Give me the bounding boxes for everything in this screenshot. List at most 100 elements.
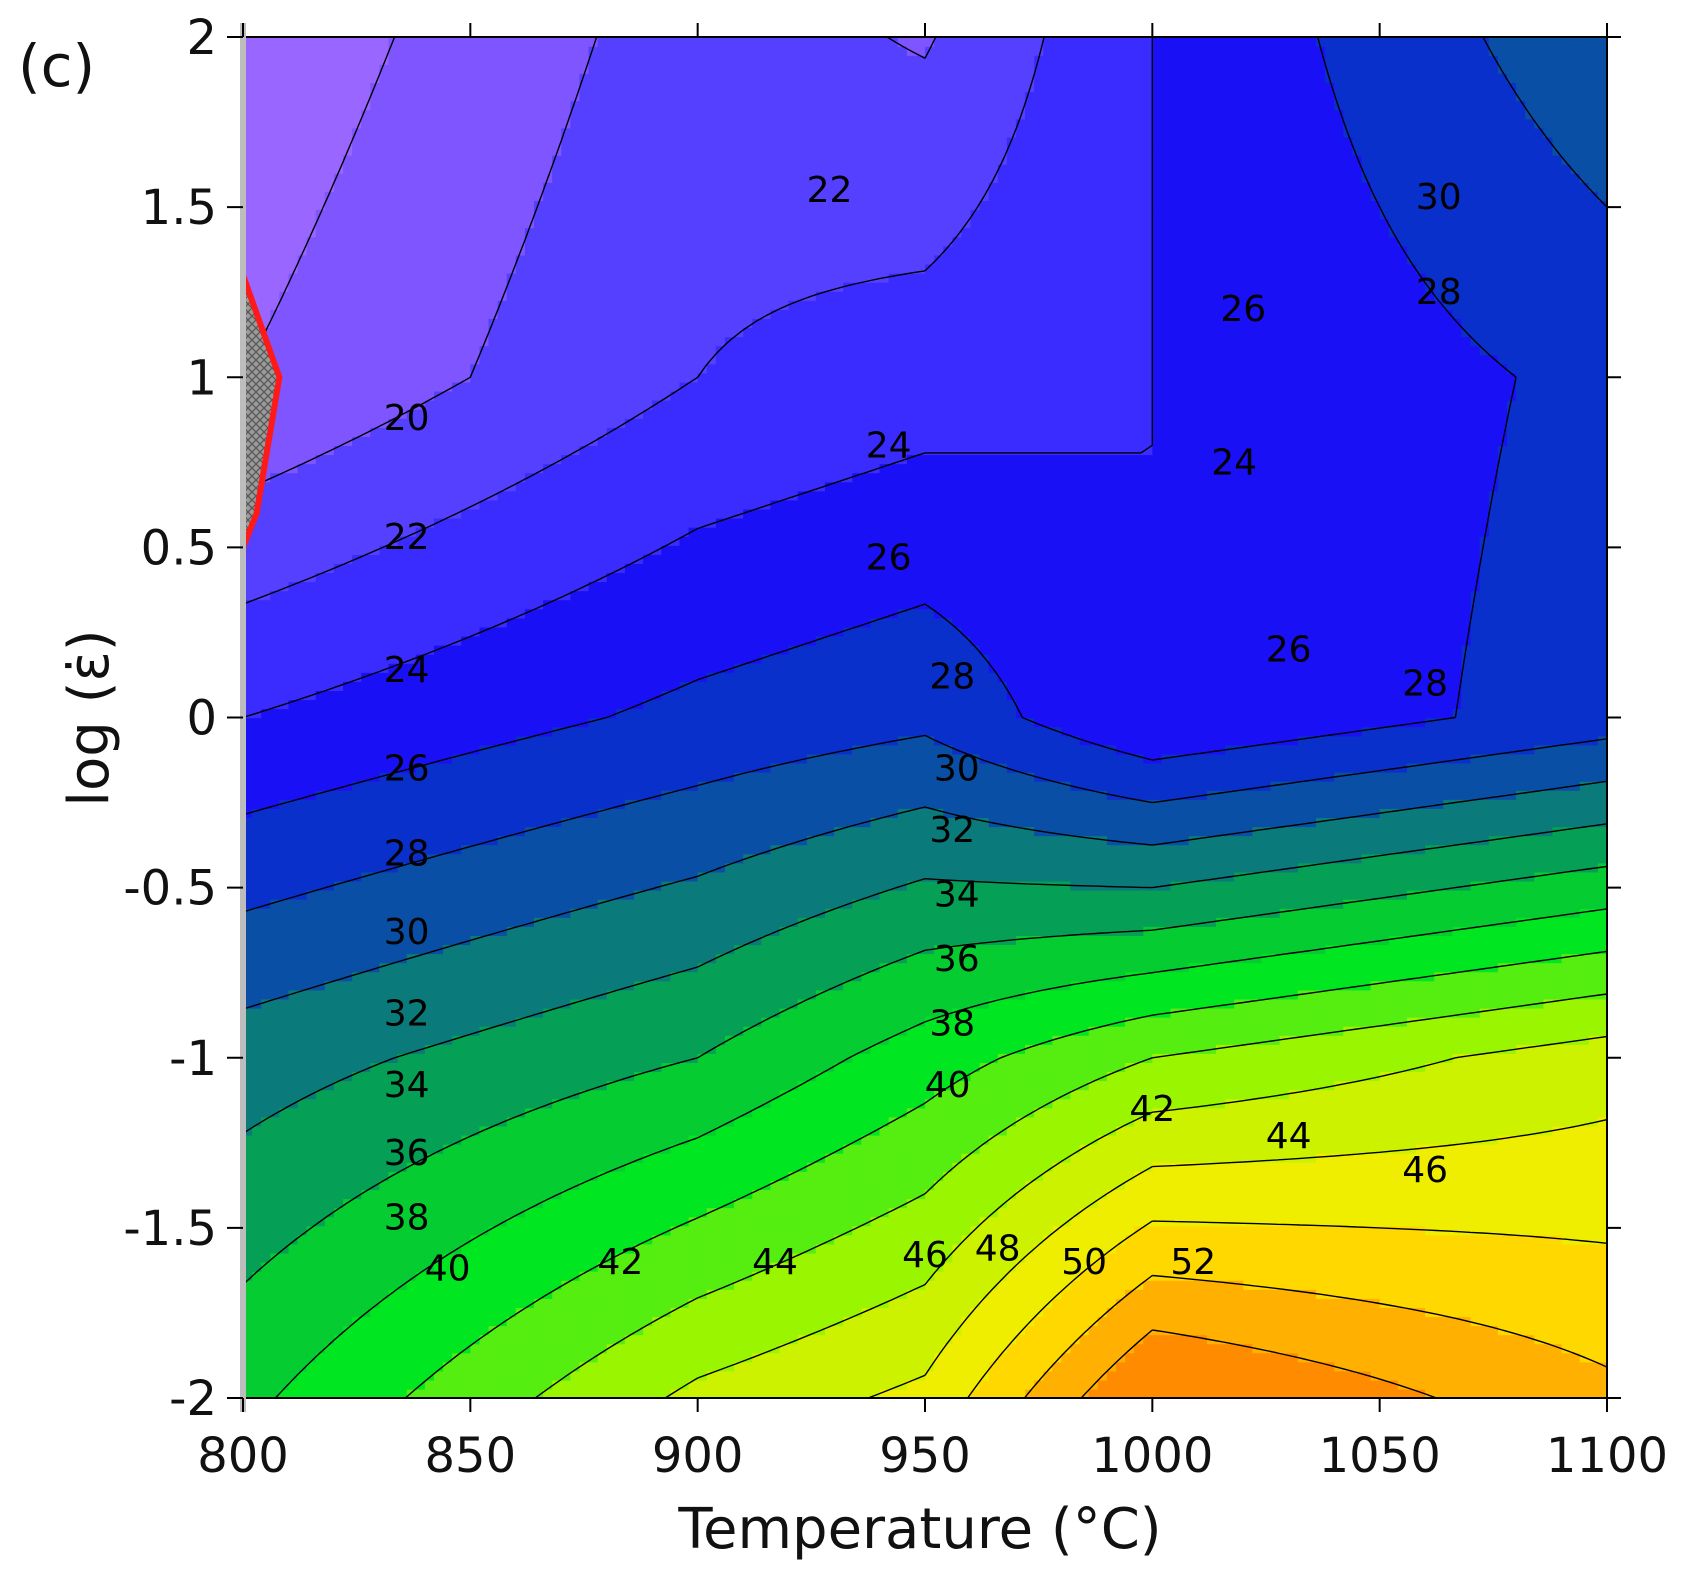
contour-fill-cell	[1261, 1261, 1272, 1272]
contour-fill-cell	[1543, 1098, 1554, 1109]
contour-fill-cell	[779, 1207, 790, 1218]
contour-fill-cell	[1443, 1162, 1454, 1172]
contour-fill-cell	[1379, 1134, 1390, 1145]
contour-fill-cell	[1106, 1388, 1117, 1398]
contour-fill-cell	[1452, 1352, 1463, 1363]
contour-fill-cell	[1516, 1289, 1526, 1299]
contour-fill-cell	[243, 1225, 253, 1236]
contour-fill-cell	[297, 1234, 308, 1245]
contour-fill-cell	[1497, 1243, 1508, 1254]
contour-fill-cell	[1134, 1143, 1144, 1154]
contour-fill-cell	[688, 1207, 699, 1218]
contour-fill-cell	[734, 1252, 744, 1263]
contour-fill-cell	[1443, 1352, 1454, 1363]
contour-fill-cell	[306, 1261, 317, 1272]
contour-fill-cell	[324, 1334, 335, 1345]
contour-fill-cell	[1579, 1370, 1590, 1381]
contour-fill-cell	[279, 1089, 290, 1100]
contour-fill-cell	[1416, 1216, 1426, 1227]
contour-fill-cell	[1225, 1334, 1235, 1345]
contour-fill-cell	[870, 1243, 881, 1254]
contour-fill-cell	[1352, 1352, 1363, 1363]
contour-fill-cell	[606, 1280, 617, 1290]
contour-fill-cell	[724, 1334, 735, 1345]
contour-fill-cell	[1025, 1307, 1035, 1318]
contour-fill-cell	[243, 1134, 253, 1145]
contour-fill-cell	[915, 1107, 926, 1118]
contour-fill-cell	[352, 1216, 362, 1227]
contour-fill-cell	[488, 1143, 499, 1154]
contour-fill-cell	[1488, 1307, 1499, 1318]
contour-fill-cell	[734, 1361, 744, 1372]
contour-fill-cell	[1570, 1379, 1581, 1390]
contour-fill-cell	[1588, 1270, 1599, 1281]
contour-fill-cell	[270, 1234, 281, 1245]
contour-fill-cell	[852, 1280, 863, 1290]
contour-fill-cell	[461, 1116, 472, 1127]
contour-fill-cell	[861, 1225, 872, 1236]
contour-fill-cell	[1379, 1361, 1390, 1372]
contour-fill-cell	[1070, 1125, 1081, 1136]
contour-fill-cell	[397, 1162, 408, 1172]
contour-fill-cell	[1516, 1153, 1526, 1163]
contour-fill-cell	[997, 1162, 1008, 1172]
contour-fill-cell	[406, 1134, 417, 1145]
contour-fill-cell	[597, 1089, 608, 1100]
contour-fill-cell	[261, 1388, 271, 1398]
contour-fill-cell	[1479, 1180, 1490, 1191]
contour-fill-cell	[879, 1325, 890, 1336]
contour-fill-cell	[761, 1153, 772, 1163]
contour-fill-cell	[1070, 1098, 1081, 1109]
contour-fill-cell	[397, 1334, 408, 1345]
contour-fill-cell	[1452, 1388, 1463, 1398]
contour-fill-cell	[1397, 1316, 1408, 1327]
contour-fill-cell	[1379, 1261, 1390, 1272]
contour-fill-cell	[588, 1370, 599, 1381]
contour-fill-cell	[1325, 1352, 1335, 1363]
contour-fill-cell	[443, 1143, 453, 1154]
contour-fill-cell	[897, 1370, 908, 1381]
contour-fill-cell	[561, 1116, 572, 1127]
contour-fill-cell	[843, 1343, 853, 1354]
contour-fill-cell	[552, 1243, 562, 1254]
contour-fill-cell	[670, 1107, 681, 1118]
contour-fill-cell	[743, 1153, 753, 1163]
contour-fill-cell	[1497, 1370, 1508, 1381]
contour-fill-cell	[497, 1216, 508, 1227]
contour-fill-cell	[424, 1289, 435, 1299]
contour-fill-cell	[1570, 1316, 1581, 1327]
contour-fill-cell	[306, 1270, 317, 1281]
contour-fill-cell	[1115, 1125, 1126, 1136]
contour-fill-cell	[1188, 1153, 1199, 1163]
contour-fill-cell	[788, 1243, 799, 1254]
contour-fill-cell	[461, 1252, 472, 1263]
contour-fill-cell	[1134, 1180, 1144, 1191]
contour-fill-cell	[1088, 1216, 1099, 1227]
contour-fill-cell	[752, 1325, 763, 1336]
contour-fill-cell	[734, 1180, 744, 1191]
contour-fill-cell	[843, 1388, 853, 1398]
contour-fill-cell	[1279, 1207, 1290, 1218]
contour-fill-cell	[1043, 1270, 1053, 1281]
contour-fill-cell	[588, 1379, 599, 1390]
contour-fill-cell	[770, 1234, 781, 1245]
contour-fill-cell	[433, 1343, 444, 1354]
contour-fill-cell	[461, 1207, 472, 1218]
contour-fill-cell	[1370, 1207, 1381, 1218]
contour-fill-cell	[1088, 1243, 1099, 1254]
contour-fill-cell	[488, 1107, 499, 1118]
contour-fill-cell	[1052, 1216, 1063, 1227]
contour-fill-cell	[861, 1307, 872, 1318]
contour-fill-cell	[779, 1298, 790, 1308]
contour-fill-cell	[1406, 1180, 1417, 1191]
contour-fill-cell	[843, 1252, 853, 1263]
contour-fill-cell	[1179, 1307, 1190, 1318]
contour-fill-cell	[1352, 1198, 1363, 1209]
contour-fill-cell	[343, 1289, 353, 1299]
contour-fill-cell	[1306, 1180, 1317, 1191]
contour-fill-cell	[397, 1243, 408, 1254]
contour-fill-cell	[752, 1207, 763, 1218]
contour-fill-cell	[1052, 1252, 1063, 1263]
contour-fill-cell	[597, 1343, 608, 1354]
contour-fill-cell	[533, 1388, 544, 1398]
